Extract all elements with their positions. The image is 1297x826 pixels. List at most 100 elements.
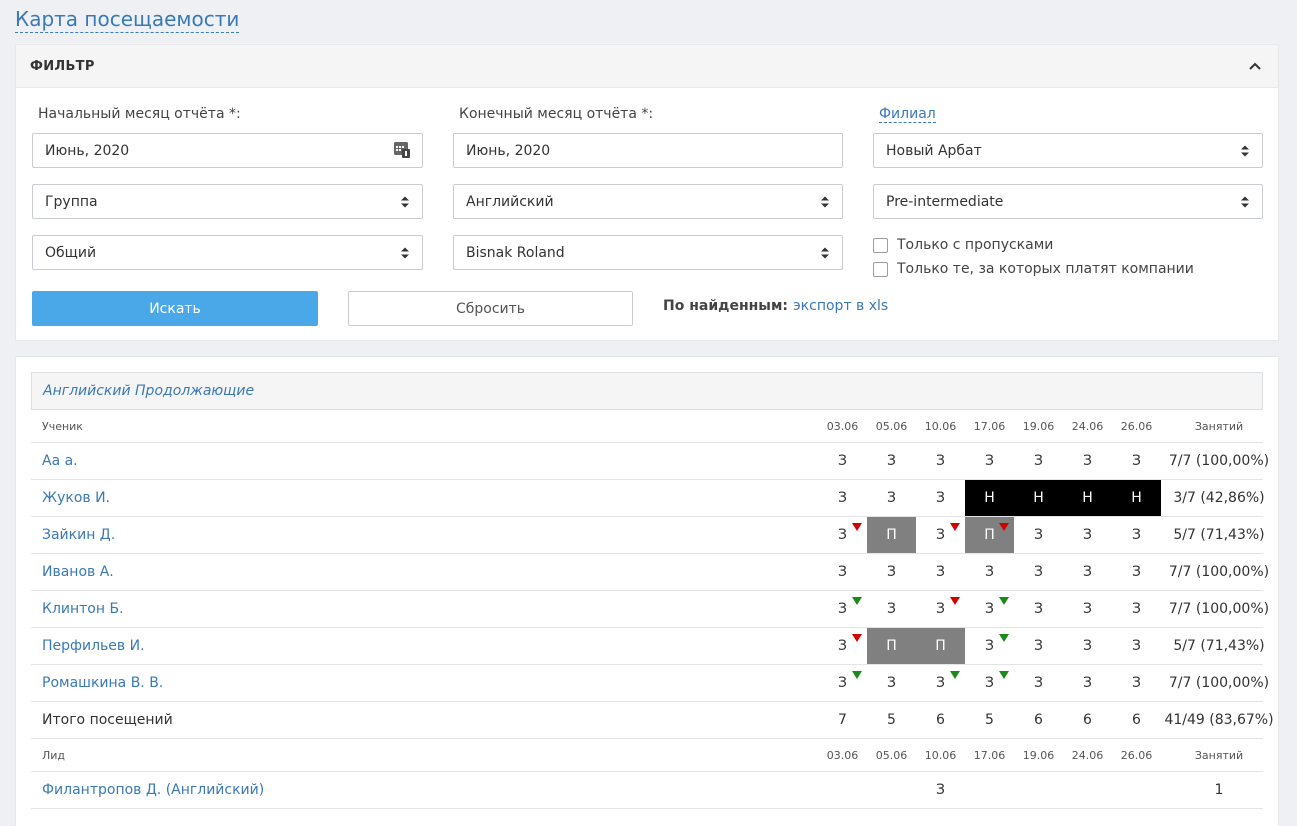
- attendance-mark: З: [887, 453, 896, 469]
- attendance-mark-cell[interactable]: З: [1014, 517, 1063, 553]
- totals-total: 41/49 (83,67%): [1164, 712, 1274, 728]
- attendance-mark-cell[interactable]: З: [1014, 628, 1063, 664]
- filter-header[interactable]: ФИЛЬТР: [16, 45, 1278, 88]
- attendance-mark-cell[interactable]: З: [818, 554, 867, 590]
- only-company-checkbox-row[interactable]: Только те, за которых платят компании: [873, 261, 1194, 277]
- date-header: 10.06: [924, 748, 957, 762]
- student-name-link[interactable]: Аа а.: [42, 453, 78, 469]
- attendance-mark-cell[interactable]: З: [1112, 517, 1161, 553]
- attendance-mark: З: [887, 601, 896, 617]
- teacher-select[interactable]: Bisnak Roland: [453, 235, 843, 270]
- language-select[interactable]: Английский: [453, 184, 843, 219]
- attendance-mark-cell[interactable]: З: [1112, 443, 1161, 479]
- attendance-mark-cell[interactable]: З: [1014, 665, 1063, 701]
- end-month-input[interactable]: Июнь, 2020: [453, 133, 843, 168]
- attendance-mark-cell[interactable]: П: [867, 517, 916, 553]
- attendance-mark-cell[interactable]: З: [867, 443, 916, 479]
- lead-name-link[interactable]: Филантропов Д. (Английский): [42, 782, 265, 798]
- table-header-row: Ученик 03.06 05.06 10.06 17.06 19.06 24.06 26.0…: [31, 410, 1263, 443]
- table-row: Ромашкина В. В. З З З З З З З 7/7 (100,00%): [31, 665, 1269, 702]
- attendance-mark-cell[interactable]: З: [818, 628, 867, 664]
- attendance-mark-cell[interactable]: З: [1063, 517, 1112, 553]
- reset-button[interactable]: Сбросить: [348, 291, 633, 326]
- attendance-mark-cell[interactable]: П: [965, 517, 1014, 553]
- search-button[interactable]: Искать: [32, 291, 318, 326]
- attendance-mark-cell[interactable]: З: [1063, 443, 1112, 479]
- course-type-select[interactable]: Общий: [32, 235, 423, 270]
- attendance-mark-cell[interactable]: З: [1063, 554, 1112, 590]
- attendance-mark-cell[interactable]: З: [1112, 591, 1161, 627]
- level-value: Pre-intermediate: [886, 193, 1004, 210]
- attendance-mark-cell[interactable]: З: [867, 480, 916, 516]
- date-header: 24.06: [1071, 748, 1104, 762]
- attendance-mark-cell[interactable]: П: [867, 628, 916, 664]
- attendance-mark-cell[interactable]: Н: [1014, 480, 1063, 516]
- attendance-mark-cell[interactable]: З: [867, 554, 916, 590]
- totals-value: 6: [1034, 712, 1043, 728]
- start-month-input[interactable]: Июнь, 2020: [32, 133, 423, 168]
- attendance-mark-cell[interactable]: З: [818, 480, 867, 516]
- attendance-mark-cell[interactable]: З: [965, 554, 1014, 590]
- level-select[interactable]: Pre-intermediate: [873, 184, 1263, 219]
- attendance-mark-cell[interactable]: З: [1014, 554, 1063, 590]
- attendance-mark-cell[interactable]: З: [916, 443, 965, 479]
- attendance-mark: З: [1034, 527, 1043, 543]
- attendance-mark-cell[interactable]: З: [965, 628, 1014, 664]
- attendance-mark-cell[interactable]: З: [1112, 628, 1161, 664]
- attendance-mark-cell[interactable]: П: [916, 628, 965, 664]
- comment-flag-red-icon: [950, 523, 960, 531]
- attendance-mark-cell[interactable]: З: [1063, 665, 1112, 701]
- student-name-link[interactable]: Жуков И.: [42, 490, 111, 506]
- attendance-mark-cell[interactable]: З: [818, 665, 867, 701]
- total-header: Занятий: [1194, 748, 1244, 762]
- attendance-mark-cell[interactable]: З: [1014, 591, 1063, 627]
- date-header: 26.06: [1120, 419, 1153, 433]
- branch-select[interactable]: Новый Арбат: [873, 133, 1263, 168]
- calendar-icon[interactable]: [394, 140, 410, 162]
- attendance-mark-cell[interactable]: З: [818, 443, 867, 479]
- attendance-mark-cell[interactable]: Н: [1112, 480, 1161, 516]
- attendance-mark-cell[interactable]: З: [1112, 554, 1161, 590]
- student-name-link[interactable]: Зайкин Д.: [42, 527, 116, 543]
- attendance-mark-cell[interactable]: З: [1014, 443, 1063, 479]
- chevron-up-icon[interactable]: [1246, 57, 1264, 75]
- attendance-mark-cell[interactable]: З: [1112, 665, 1161, 701]
- attendance-mark: З: [936, 601, 945, 617]
- date-header: 17.06: [973, 419, 1006, 433]
- table-row: Иванов А. З З З З З З З 7/7 (100,00%): [31, 554, 1269, 591]
- student-name-link[interactable]: Перфильев И.: [42, 638, 145, 654]
- attendance-mark-cell[interactable]: З: [916, 554, 965, 590]
- attendance-mark-cell[interactable]: З: [1063, 591, 1112, 627]
- attendance-mark-cell[interactable]: Н: [965, 480, 1014, 516]
- totals-value: 6: [1132, 712, 1141, 728]
- student-name-link[interactable]: Ромашкина В. В.: [42, 675, 164, 691]
- attendance-total: 3/7 (42,86%): [1173, 490, 1265, 506]
- branch-label-link[interactable]: Филиал: [879, 106, 936, 123]
- attendance-mark-cell[interactable]: З: [818, 517, 867, 553]
- attendance-mark-cell[interactable]: З: [936, 782, 945, 798]
- attendance-mark-cell[interactable]: З: [916, 665, 965, 701]
- totals-label: Итого посещений: [42, 712, 173, 728]
- group-select[interactable]: Группа: [32, 184, 423, 219]
- attendance-mark: З: [1132, 601, 1141, 617]
- student-name-link[interactable]: Иванов А.: [42, 564, 114, 580]
- attendance-mark-cell[interactable]: З: [916, 480, 965, 516]
- end-month-label: Конечный месяц отчёта *:: [459, 106, 654, 122]
- attendance-mark-cell[interactable]: З: [965, 665, 1014, 701]
- only-company-checkbox[interactable]: [873, 261, 888, 277]
- only-absences-checkbox-row[interactable]: Только с пропусками: [873, 237, 1053, 253]
- attendance-mark-cell[interactable]: Н: [1063, 480, 1112, 516]
- group-name-header[interactable]: Английский Продолжающие: [31, 372, 1263, 410]
- only-absences-checkbox[interactable]: [873, 237, 888, 253]
- attendance-mark-cell[interactable]: З: [916, 517, 965, 553]
- export-xls-link[interactable]: экспорт в xls: [793, 298, 889, 314]
- attendance-mark-cell[interactable]: З: [818, 591, 867, 627]
- attendance-mark-cell[interactable]: З: [1063, 628, 1112, 664]
- student-name-link[interactable]: Клинтон Б.: [42, 601, 124, 617]
- attendance-mark-cell[interactable]: З: [867, 591, 916, 627]
- attendance-mark-cell[interactable]: З: [965, 443, 1014, 479]
- attendance-mark-cell[interactable]: З: [867, 665, 916, 701]
- attendance-mark-cell[interactable]: З: [916, 591, 965, 627]
- page-title[interactable]: Карта посещаемости: [15, 7, 240, 33]
- attendance-mark-cell[interactable]: З: [965, 591, 1014, 627]
